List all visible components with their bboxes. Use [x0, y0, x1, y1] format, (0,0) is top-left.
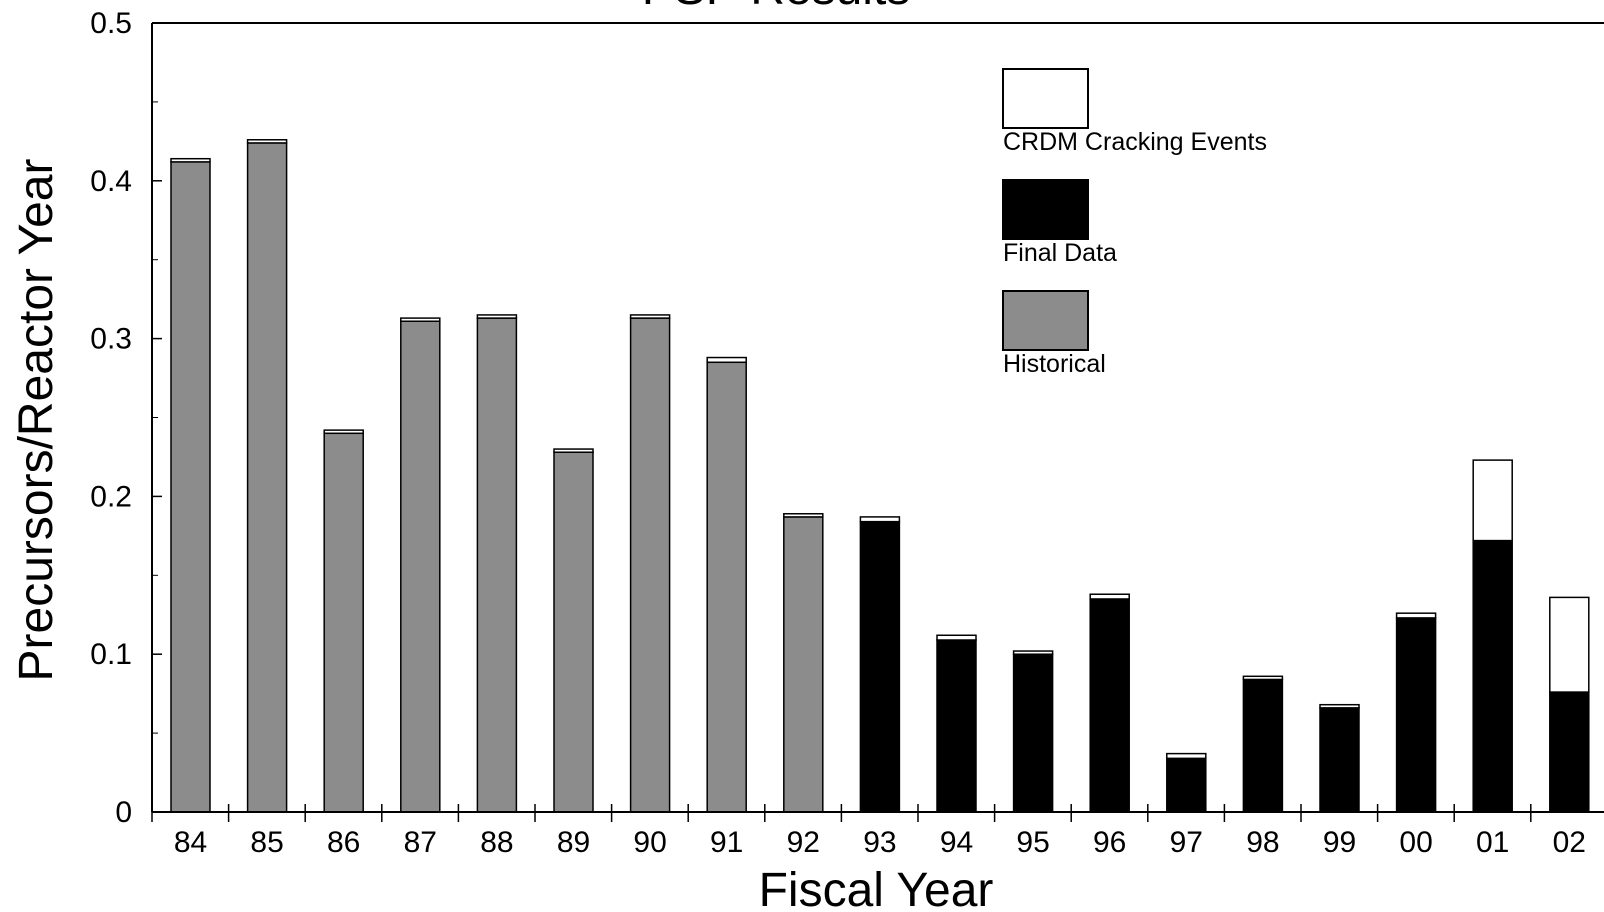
x-tick-label: 93	[863, 826, 896, 859]
bar-segment-crdm-cracking-events	[629, 314, 671, 319]
bar-segment-crdm-cracking-events	[170, 157, 211, 163]
legend-swatch	[1002, 179, 1089, 240]
y-tick-label: 0.5	[90, 7, 132, 40]
x-tick-label: 85	[250, 826, 283, 859]
bar-segment-historical	[400, 320, 441, 813]
x-tick-label: 84	[174, 826, 207, 859]
legend: CRDM Cracking Events Final Data Historical	[1002, 68, 1267, 378]
bar-segment-historical	[476, 317, 518, 813]
bar-segment-final-data	[1242, 678, 1284, 813]
x-tick-label: 89	[557, 826, 590, 859]
bar-segment-historical	[553, 451, 594, 813]
x-tick-label: 92	[787, 826, 820, 859]
y-tick-label: 0.3	[90, 323, 132, 356]
y-tick-label: 0.4	[90, 165, 132, 198]
x-axis-title: Fiscal Year	[759, 864, 994, 912]
bar-segment-historical	[783, 516, 824, 813]
bar-segment-crdm-cracking-events	[476, 314, 518, 319]
bar-segment-final-data	[1395, 617, 1437, 813]
bar-segment-final-data	[859, 520, 901, 813]
bar-segment-crdm-cracking-events	[1012, 650, 1054, 655]
x-tick-label: 02	[1553, 826, 1586, 859]
y-ticks: 0 0.1 0.2 0.3 0.4 0.5	[90, 7, 162, 829]
bar-segment-historical	[246, 142, 288, 813]
bar-segment-historical	[706, 361, 747, 813]
x-tick-label: 87	[404, 826, 437, 859]
x-tick-label: 96	[1093, 826, 1126, 859]
x-tick-label: 91	[710, 826, 743, 859]
bar-segment-final-data	[936, 639, 977, 813]
bar-segment-historical	[629, 317, 671, 813]
x-tick-label: 88	[480, 826, 513, 859]
bar-segment-crdm-cracking-events	[400, 317, 441, 322]
bar-segment-crdm-cracking-events	[1395, 612, 1437, 619]
y-axis-title: Precursors/Reactor Year	[10, 159, 63, 682]
x-tick-label: 98	[1246, 826, 1279, 859]
bar-segment-crdm-cracking-events	[1549, 596, 1590, 693]
bar-segment-historical	[170, 161, 211, 813]
bar-segment-crdm-cracking-events	[1319, 703, 1360, 709]
bar-segment-crdm-cracking-events	[859, 516, 901, 523]
x-tick-label: 97	[1170, 826, 1203, 859]
y-tick-label: 0.2	[90, 480, 132, 513]
y-tick-label: 0.1	[90, 638, 132, 671]
legend-swatch	[1002, 68, 1089, 129]
chart-title: PSP Results	[642, 0, 911, 15]
bar-segment-crdm-cracking-events	[1242, 675, 1284, 681]
bar-segment-crdm-cracking-events	[783, 513, 824, 518]
bar-segment-crdm-cracking-events	[1089, 593, 1130, 600]
x-tick-label: 00	[1399, 826, 1432, 859]
x-tick-label: 01	[1476, 826, 1509, 859]
bar-segment-crdm-cracking-events	[1472, 459, 1513, 542]
bar-segment-final-data	[1012, 653, 1054, 813]
x-ticks: 84 85 86 87 88 89 90 91 92 93 94 95 96 97 98 99 00 01 02	[151, 804, 1586, 859]
x-tick-label: 90	[633, 826, 666, 859]
legend-label: Historical	[1003, 350, 1106, 378]
bar-segment-final-data	[1166, 757, 1207, 813]
bar-segment-final-data	[1472, 539, 1513, 813]
bars-group	[170, 139, 1590, 813]
bar-segment-crdm-cracking-events	[1166, 752, 1207, 760]
bar-segment-final-data	[1549, 691, 1590, 813]
bar-segment-crdm-cracking-events	[323, 429, 364, 435]
x-tick-label: 94	[940, 826, 973, 859]
bar-segment-final-data	[1089, 598, 1130, 813]
x-tick-label: 95	[1016, 826, 1049, 859]
legend-label: Final Data	[1003, 239, 1117, 267]
x-tick-label: 86	[327, 826, 360, 859]
bar-segment-final-data	[1319, 707, 1360, 813]
y-tick-label: 0	[115, 796, 132, 829]
legend-swatch	[1002, 290, 1089, 351]
bar-segment-crdm-cracking-events	[553, 448, 594, 453]
x-tick-label: 99	[1323, 826, 1356, 859]
legend-label: CRDM Cracking Events	[1003, 128, 1267, 156]
bar-segment-crdm-cracking-events	[936, 634, 977, 641]
bar-segment-crdm-cracking-events	[246, 139, 288, 144]
bar-segment-crdm-cracking-events	[706, 356, 747, 364]
bar-segment-historical	[323, 432, 364, 813]
